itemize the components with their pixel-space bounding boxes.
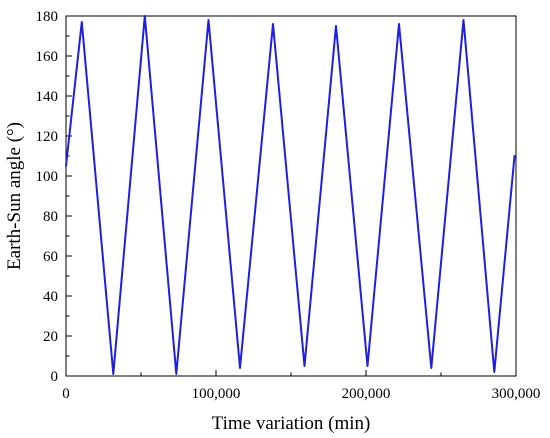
y-tick-label: 140 <box>36 89 59 105</box>
x-tick-label: 300,000 <box>492 386 541 402</box>
y-axis-ticks: 0 20 40 60 80 100 120 140 160 180 <box>36 9 72 385</box>
x-tick-label: 100,000 <box>192 386 241 402</box>
x-tick-label: 0 <box>62 386 70 402</box>
plot-frame <box>65 15 517 377</box>
y-tick-label: 180 <box>36 9 59 25</box>
y-tick-label: 60 <box>43 249 58 265</box>
y-tick-label: 40 <box>43 289 58 305</box>
axes <box>65 15 517 377</box>
x-tick-label: 200,000 <box>342 386 391 402</box>
x-axis-ticks: 0 100,000 200,000 300,000 <box>62 370 540 402</box>
y-tick-label: 100 <box>36 169 59 185</box>
x-axis-label: Time variation (min) <box>212 413 371 434</box>
series-line-0 <box>65 15 516 375</box>
y-tick-label: 80 <box>43 209 58 225</box>
y-tick-label: 120 <box>36 129 59 145</box>
y-tick-label: 20 <box>43 329 58 345</box>
y-tick-label: 160 <box>36 49 59 65</box>
series-group <box>65 15 516 375</box>
y-axis-label: Earth-Sun angle (°) <box>4 122 25 270</box>
y-tick-label: 0 <box>51 369 59 385</box>
